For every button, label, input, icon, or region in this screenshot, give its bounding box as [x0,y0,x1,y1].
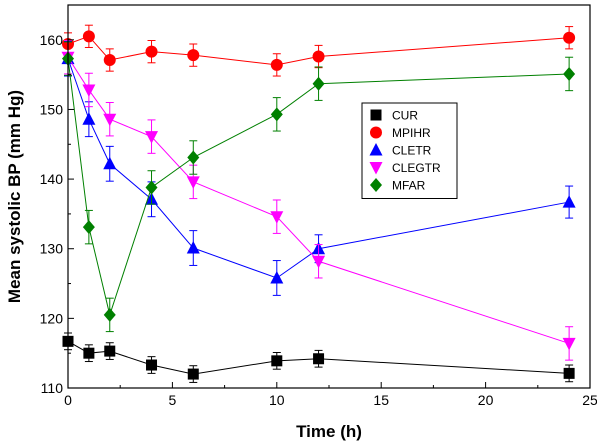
data-point [562,195,576,208]
data-point [270,107,283,122]
data-point [83,347,95,359]
data-point [187,49,200,62]
x-tick-label: 15 [373,392,389,408]
x-tick-label: 5 [169,392,177,408]
legend-marker [369,143,383,156]
legend-marker [370,178,382,192]
data-point [104,345,116,357]
y-tick-label: 140 [40,171,64,187]
series-line [67,56,570,344]
data-point [82,30,95,43]
series-mfar [62,41,576,333]
y-tick-label: 120 [40,310,64,326]
legend-marker [370,109,382,121]
data-point [82,84,96,97]
data-point [563,31,576,44]
legend-item: MPIHR [370,126,431,140]
y-tick-label: 150 [40,101,64,117]
legend-item: CLEGTR [369,161,441,175]
legend-label: CUR [392,109,418,123]
x-tick-label: 10 [269,392,285,408]
legend-label: CLEGTR [392,161,441,175]
plot-area [61,24,576,383]
data-point [313,353,325,365]
legend-label: MPIHR [392,126,431,140]
legend-item: MFAR [370,178,426,193]
data-point [82,220,95,235]
y-axis-title: Mean systolic BP (mm Hg) [5,90,24,303]
legend-marker [369,162,383,175]
data-point [103,54,116,67]
data-point [270,58,283,71]
series-clegtr [61,40,576,361]
legend-marker [370,126,382,139]
data-point [312,76,325,91]
legend-label: CLETR [392,144,432,158]
x-tick-label: 0 [64,392,72,408]
legend-item: CLETR [369,143,432,158]
data-point [146,359,158,371]
data-point [103,113,117,127]
y-tick-label: 110 [41,380,64,396]
plot-frame [67,4,591,389]
y-tick-label: 160 [40,32,64,48]
data-point [82,112,96,125]
x-tick-label: 25 [582,392,597,408]
data-point [270,270,284,284]
y-tick-label: 130 [40,241,64,257]
data-point [186,176,200,189]
data-point [270,211,284,224]
data-point [187,368,199,380]
data-point [145,131,159,144]
series-cur [62,332,575,383]
data-point [103,307,116,322]
data-point [563,66,576,81]
data-point [145,180,158,195]
data-point [271,355,283,367]
data-point [145,45,158,58]
data-point [186,241,200,254]
legend-item: CUR [370,109,418,123]
data-point [563,367,575,379]
axes: 0 5 10 15 20 25 110 120 130 140 150 160 [40,4,597,408]
legend-label: MFAR [392,179,426,193]
series-line [67,58,570,317]
x-axis-title: Time (h) [296,422,362,441]
data-point [312,255,326,269]
data-point [312,50,325,63]
data-point [562,337,576,351]
data-point [103,156,117,170]
legend: CUR MPIHR CLETR CLEGTR MFAR [361,102,458,199]
data-point [187,150,200,165]
x-tick-label: 20 [478,392,494,408]
